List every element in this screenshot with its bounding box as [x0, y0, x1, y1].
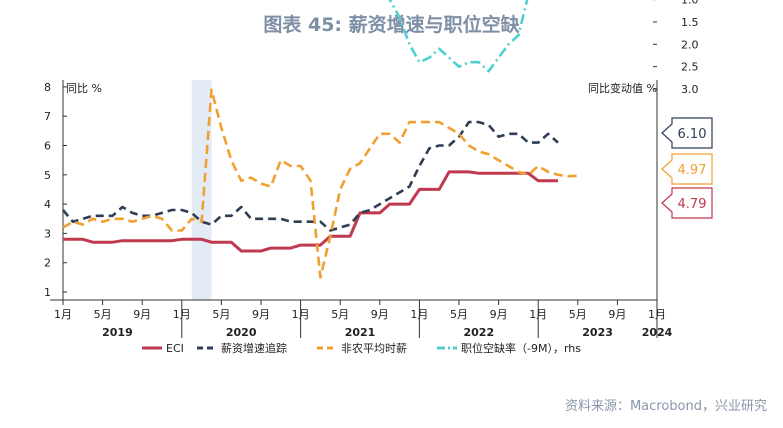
- callout-box: [661, 153, 713, 185]
- right-tick-label: 1.0: [681, 0, 699, 7]
- x-tick-label: 5月: [94, 308, 112, 321]
- series-line-3: [62, 88, 578, 279]
- x-tick-label: 9月: [608, 308, 626, 321]
- left-axis-label: 同比 %: [66, 82, 102, 95]
- callout-value: 4.79: [678, 197, 707, 212]
- right-tick-label: 2.5: [681, 61, 699, 74]
- left-tick-label: 6: [44, 140, 51, 153]
- series-line-2: [62, 120, 559, 232]
- x-tick-label: 5月: [450, 308, 468, 321]
- x-year-label: 2021: [345, 326, 376, 339]
- x-year-label: 2022: [463, 326, 494, 339]
- series-line-1: [63, 170, 558, 253]
- legend-label: 非农平均时薪: [341, 341, 407, 355]
- legend: ECI 薪资增速追踪 非农平均时薪 职位空缺率（-9M），rhs: [142, 341, 581, 355]
- left-tick-label: 8: [44, 81, 51, 94]
- right-tick-label: 1.5: [681, 16, 699, 29]
- shaded-period: [191, 80, 212, 300]
- legend-label: 薪资增速追踪: [221, 341, 287, 355]
- left-tick-label: 1: [44, 286, 51, 299]
- chart-title: 图表 45: 薪资增速与职位空缺: [263, 14, 520, 36]
- legend-label: 职位空缺率（-9M），rhs: [461, 341, 581, 355]
- right-tick-label: 3.0: [681, 83, 699, 96]
- right-axis-label: 同比变动值 %: [588, 81, 657, 95]
- callout-value: 4.97: [678, 163, 707, 178]
- left-tick-label: 5: [44, 169, 51, 182]
- end-value-callouts: 6.10 4.97 4.79: [661, 117, 713, 219]
- series-line-4: [388, 0, 529, 73]
- callout-box: [661, 117, 713, 149]
- x-tick-label: 5月: [569, 308, 587, 321]
- x-tick-label: 1月: [54, 308, 72, 321]
- shaded-period-layer: [191, 80, 212, 300]
- x-tick-label: 9月: [133, 308, 151, 321]
- x-tick-label: 5月: [212, 308, 230, 321]
- callout-box: [661, 187, 713, 219]
- x-year-label: 2024: [642, 326, 673, 339]
- x-year-label: 2020: [226, 326, 257, 339]
- x-tick-label: 9月: [371, 308, 389, 321]
- x-tick-label: 9月: [252, 308, 270, 321]
- source-note: 资料来源：Macrobond，兴业研究: [564, 399, 767, 414]
- x-year-label: 2019: [102, 326, 133, 339]
- right-tick-label: 2.0: [681, 38, 699, 51]
- left-tick-label: 7: [44, 110, 51, 123]
- x-tick-label: 5月: [331, 308, 349, 321]
- x-year-label: 2023: [582, 326, 613, 339]
- left-tick-label: 2: [44, 257, 51, 270]
- series-layer: [62, 0, 578, 279]
- x-tick-label: 9月: [490, 308, 508, 321]
- left-tick-label: 3: [44, 227, 51, 240]
- callout-value: 6.10: [678, 127, 707, 142]
- left-tick-label: 4: [44, 198, 51, 211]
- legend-label: ECI: [166, 342, 184, 355]
